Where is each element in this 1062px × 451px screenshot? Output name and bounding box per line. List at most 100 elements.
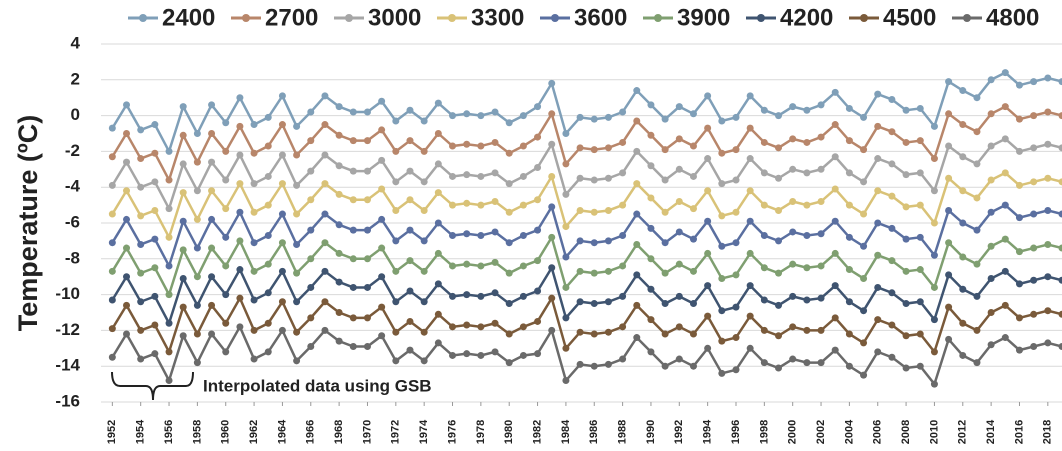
data-point bbox=[902, 235, 910, 243]
data-point bbox=[420, 147, 428, 155]
data-point bbox=[307, 137, 315, 145]
data-point bbox=[1044, 240, 1052, 248]
data-point bbox=[321, 92, 329, 100]
data-point bbox=[661, 239, 669, 247]
data-point bbox=[392, 267, 400, 275]
data-point bbox=[831, 153, 839, 161]
data-point bbox=[831, 314, 839, 322]
data-point bbox=[378, 126, 386, 134]
data-point bbox=[633, 334, 641, 342]
data-point bbox=[505, 149, 513, 157]
series-line bbox=[111, 295, 1062, 356]
data-point bbox=[689, 205, 697, 213]
data-point bbox=[888, 160, 896, 168]
data-point bbox=[349, 196, 357, 204]
data-point bbox=[689, 142, 697, 150]
y-tick-label: -8 bbox=[65, 248, 80, 267]
data-point bbox=[1058, 343, 1062, 351]
data-point bbox=[675, 103, 683, 111]
data-point bbox=[874, 251, 882, 259]
data-point bbox=[619, 138, 627, 146]
data-point bbox=[406, 137, 414, 145]
data-point bbox=[463, 350, 471, 358]
data-point bbox=[945, 78, 953, 86]
data-point bbox=[151, 149, 159, 157]
data-point bbox=[789, 260, 797, 268]
data-point bbox=[108, 325, 116, 333]
data-point bbox=[165, 205, 173, 213]
data-point bbox=[491, 108, 499, 116]
data-point bbox=[633, 87, 641, 95]
data-point bbox=[902, 106, 910, 114]
data-point bbox=[916, 298, 924, 306]
data-point bbox=[845, 298, 853, 306]
data-point bbox=[307, 343, 315, 351]
data-point bbox=[491, 258, 499, 266]
data-point bbox=[165, 176, 173, 184]
data-point bbox=[1015, 181, 1023, 189]
data-point bbox=[874, 316, 882, 324]
data-point bbox=[321, 239, 329, 247]
x-tick-label: 1956 bbox=[163, 420, 175, 444]
data-point bbox=[278, 298, 286, 306]
data-point bbox=[661, 362, 669, 370]
data-point bbox=[916, 362, 924, 370]
data-point bbox=[902, 138, 910, 146]
data-point bbox=[108, 124, 116, 132]
data-point bbox=[1030, 78, 1038, 86]
data-point bbox=[789, 135, 797, 143]
data-point bbox=[604, 206, 612, 214]
data-point bbox=[392, 357, 400, 365]
data-point bbox=[945, 142, 953, 150]
data-point bbox=[718, 117, 726, 125]
data-point bbox=[831, 185, 839, 193]
data-point bbox=[420, 117, 428, 125]
x-tick-label: 1980 bbox=[503, 420, 515, 444]
data-point bbox=[378, 215, 386, 223]
data-point bbox=[845, 137, 853, 145]
x-tick-label: 1968 bbox=[333, 420, 345, 444]
data-point bbox=[165, 262, 173, 270]
data-point bbox=[1030, 310, 1038, 318]
data-point bbox=[959, 121, 967, 129]
data-point bbox=[633, 240, 641, 248]
data-point bbox=[930, 251, 938, 259]
x-tick-label: 2000 bbox=[787, 420, 799, 444]
data-point bbox=[704, 312, 712, 320]
data-point bbox=[633, 147, 641, 155]
data-point bbox=[789, 323, 797, 331]
x-tick-label: 1958 bbox=[191, 420, 203, 444]
data-point bbox=[449, 232, 457, 240]
data-point bbox=[817, 359, 825, 367]
data-point bbox=[803, 264, 811, 272]
data-point bbox=[519, 201, 527, 209]
data-point bbox=[661, 330, 669, 338]
data-point bbox=[264, 319, 272, 327]
data-point bbox=[1058, 144, 1062, 152]
data-point bbox=[860, 210, 868, 218]
data-point bbox=[123, 101, 131, 109]
data-point bbox=[845, 169, 853, 177]
data-point bbox=[704, 249, 712, 257]
data-point bbox=[1044, 74, 1052, 82]
data-point bbox=[349, 343, 357, 351]
data-point bbox=[689, 300, 697, 308]
data-point bbox=[293, 298, 301, 306]
data-point bbox=[420, 267, 428, 275]
data-point bbox=[689, 110, 697, 118]
data-point bbox=[534, 350, 542, 358]
data-point bbox=[973, 260, 981, 268]
data-point bbox=[775, 269, 783, 277]
data-point bbox=[1015, 214, 1023, 222]
data-point bbox=[831, 346, 839, 354]
data-point bbox=[831, 217, 839, 225]
data-point bbox=[406, 167, 414, 175]
data-point bbox=[888, 128, 896, 136]
x-tick-label: 2004 bbox=[843, 419, 855, 444]
data-point bbox=[1015, 314, 1023, 322]
legend-label: 3600 bbox=[574, 4, 627, 31]
legend-marker bbox=[757, 14, 765, 22]
data-point bbox=[378, 156, 386, 164]
legend-marker bbox=[139, 14, 147, 22]
data-point bbox=[1044, 307, 1052, 315]
